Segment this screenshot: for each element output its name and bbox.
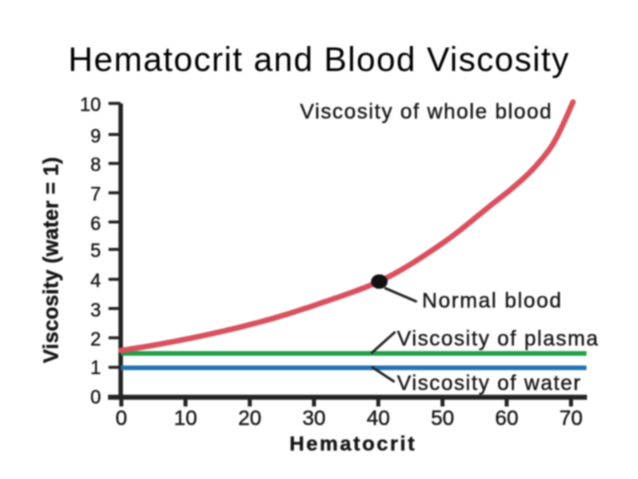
svg-text:30: 30 [302, 407, 325, 430]
svg-text:2: 2 [90, 330, 101, 351]
svg-text:Hematocrit: Hematocrit [289, 433, 416, 456]
svg-text:3: 3 [90, 300, 101, 321]
svg-text:50: 50 [431, 407, 454, 430]
svg-text:Viscosity (water = 1): Viscosity (water = 1) [40, 157, 63, 363]
svg-text:10: 10 [174, 407, 197, 430]
svg-text:Normal blood: Normal blood [422, 290, 563, 313]
svg-text:Viscosity of whole blood: Viscosity of whole blood [300, 101, 553, 124]
svg-text:40: 40 [367, 407, 390, 430]
svg-text:20: 20 [238, 407, 261, 430]
svg-text:4: 4 [90, 271, 101, 292]
svg-text:6: 6 [90, 214, 101, 235]
svg-text:60: 60 [495, 407, 518, 430]
svg-text:10: 10 [80, 95, 101, 116]
svg-text:Viscosity of water: Viscosity of water [397, 372, 582, 395]
svg-text:7: 7 [90, 185, 101, 206]
svg-text:0: 0 [90, 388, 101, 409]
svg-text:9: 9 [90, 126, 101, 147]
svg-text:Viscosity of plasma: Viscosity of plasma [397, 328, 599, 351]
svg-text:8: 8 [90, 155, 101, 176]
svg-text:0: 0 [115, 407, 127, 430]
svg-text:1: 1 [90, 358, 101, 379]
svg-text:5: 5 [90, 241, 101, 262]
svg-text:70: 70 [559, 407, 582, 430]
